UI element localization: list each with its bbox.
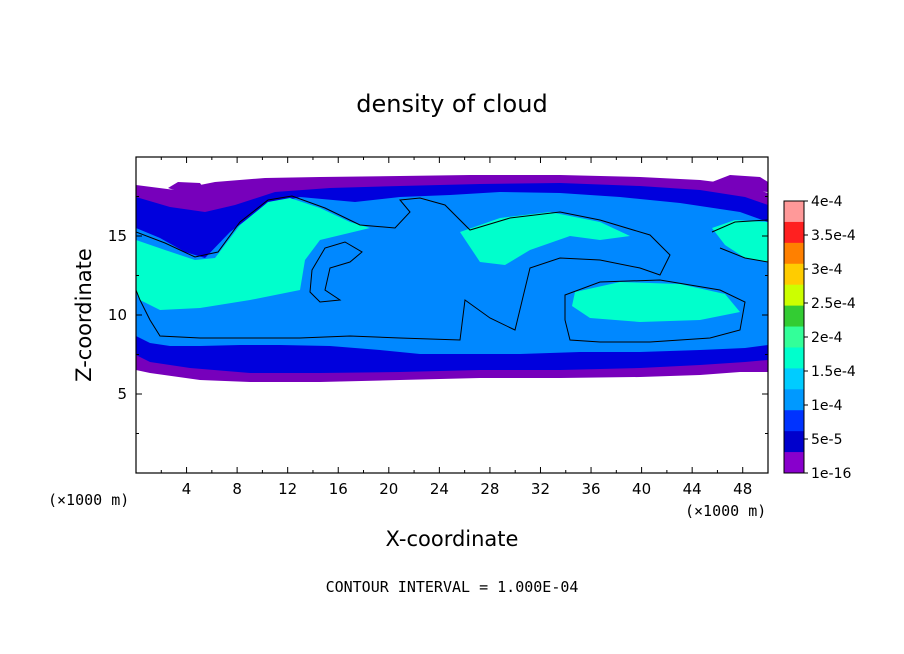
x-unit-left: (×1000 m) [48, 491, 129, 509]
colorbar-label: 1e-16 [811, 466, 851, 482]
y-ticks: 5 10 15 [108, 196, 768, 434]
x-tick-label: 8 [232, 480, 242, 498]
colorbar-label: 1e-4 [811, 398, 843, 414]
chart-title: density of cloud [356, 90, 547, 118]
colorbar-swatch [784, 326, 804, 348]
colorbar [783, 200, 805, 474]
x-axis-label: X-coordinate [386, 527, 519, 551]
x-tick-label: 4 [182, 480, 192, 498]
x-tick-label: 40 [632, 480, 651, 498]
colorbar-swatch [784, 389, 804, 411]
contour-lines [136, 195, 768, 343]
contour-line-eddy [309, 241, 363, 303]
x-tick-label: 36 [581, 480, 600, 498]
cloud-cap-right [712, 175, 768, 192]
x-tick-label: 16 [329, 480, 348, 498]
cloud-region-high-right [572, 282, 740, 322]
colorbar-label: 3e-4 [811, 262, 843, 278]
colorbar-swatch [784, 452, 804, 474]
colorbar-swatch [784, 263, 804, 286]
contour-interval-note: CONTOUR INTERVAL = 1.000E-04 [326, 578, 579, 596]
colorbar-swatch [784, 347, 804, 369]
colorbar-swatch [784, 368, 804, 390]
colorbar-label: 5e-5 [811, 432, 842, 448]
y-tick-label: 15 [108, 227, 127, 245]
plot-area [136, 175, 768, 382]
colorbar-swatch [784, 431, 804, 453]
x-ticks: 4 8 12 16 20 24 28 32 36 40 44 48 [160, 157, 752, 498]
colorbar-swatch [784, 410, 804, 432]
colorbar-swatch [784, 284, 804, 307]
y-tick-label: 10 [108, 306, 127, 324]
contour-line-left [136, 195, 671, 341]
y-tick-label: 5 [117, 385, 127, 403]
x-tick-label: 48 [733, 480, 752, 498]
y-axis-label: Z-coordinate [72, 248, 96, 382]
contour-line-right [564, 279, 746, 343]
cloud-region-high-mid [460, 212, 630, 265]
colorbar-label: 1.5e-4 [811, 364, 856, 380]
colorbar-label: 4e-4 [811, 194, 843, 210]
cloud-cap-left [168, 182, 205, 192]
colorbar-swatch [784, 305, 804, 328]
x-tick-label: 12 [278, 480, 297, 498]
colorbar-swatch [784, 221, 804, 244]
colorbar-swatch [784, 201, 804, 223]
contour-line-edge [711, 219, 768, 263]
x-unit-right: (×1000 m) [685, 502, 766, 520]
cloud-region-high-edge [712, 220, 768, 262]
colorbar-labels: 4e-4 3.5e-4 3e-4 2.5e-4 2e-4 1.5e-4 1e-4 5e-5 1e… [804, 194, 856, 482]
x-tick-label: 28 [480, 480, 499, 498]
colorbar-swatch [784, 242, 804, 265]
x-tick-label: 20 [379, 480, 398, 498]
x-tick-label: 24 [430, 480, 449, 498]
colorbar-label: 2.5e-4 [811, 296, 856, 312]
colorbar-label: 2e-4 [811, 330, 843, 346]
cloud-region-high-left [136, 198, 370, 310]
x-tick-label: 44 [683, 480, 702, 498]
colorbar-label: 3.5e-4 [811, 228, 856, 244]
x-tick-label: 32 [531, 480, 550, 498]
